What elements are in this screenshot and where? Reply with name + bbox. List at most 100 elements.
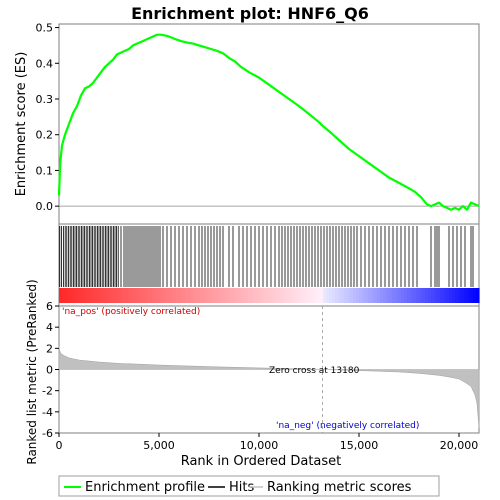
rank-color-segment — [374, 288, 378, 303]
rank-color-segment — [413, 288, 417, 303]
rank-color-segment — [59, 288, 63, 303]
rank-color-segment — [161, 288, 165, 303]
es-panel-frame — [58, 23, 480, 225]
rank-color-segment — [404, 288, 408, 303]
rank-color-segment — [212, 288, 216, 303]
es-y-tick-label: 0.0 — [36, 200, 54, 213]
rank-color-segment — [251, 288, 255, 303]
rank-color-segment — [119, 288, 123, 303]
rank-color-segment — [362, 288, 366, 303]
legend-label-enrichment-profile: Enrichment profile — [85, 480, 205, 495]
annotation-na-neg: 'na_neg' (negatively correlated) — [276, 421, 419, 431]
rank-color-segment — [134, 288, 138, 303]
rank-color-segment — [392, 288, 396, 303]
rank-color-segment — [86, 288, 90, 303]
rank-color-segment — [341, 288, 345, 303]
x-axis: 0 5,000 10,000 15,000 20,000 — [56, 433, 478, 452]
rank-color-segment — [239, 288, 243, 303]
rank-color-segment — [254, 288, 258, 303]
rank-color-segment — [179, 288, 183, 303]
rank-color-segment — [389, 288, 393, 303]
rank-color-segment — [401, 288, 405, 303]
rank-color-segment — [467, 288, 471, 303]
rank-color-segment — [329, 288, 333, 303]
es-y-axis-label: Enrichment score (ES) — [14, 52, 29, 197]
metric-y-tick-label: -4 — [42, 406, 53, 419]
legend-label-hits: Hits — [229, 480, 254, 495]
rank-color-segment — [158, 288, 162, 303]
rank-color-segment — [344, 288, 348, 303]
rank-color-segment — [281, 288, 285, 303]
rank-color-segment — [449, 288, 453, 303]
rank-color-segment — [125, 288, 129, 303]
rank-color-segment — [107, 288, 111, 303]
rank-color-segment — [431, 288, 435, 303]
rank-color-segment — [350, 288, 354, 303]
metric-y-tick-label: 6 — [46, 300, 53, 313]
rank-color-segment — [218, 288, 222, 303]
rank-color-segment — [353, 288, 357, 303]
rank-color-segment — [473, 288, 477, 303]
es-y-tick-label: 0.2 — [36, 129, 54, 142]
rank-color-segment — [398, 288, 402, 303]
x-tick-label: 15,000 — [340, 439, 379, 452]
rank-color-segment — [299, 288, 303, 303]
legend-box — [58, 475, 440, 497]
rank-color-segment — [323, 288, 327, 303]
rank-color-segment — [209, 288, 213, 303]
enrichment-profile-line — [57, 33, 480, 211]
rank-color-segment — [167, 288, 171, 303]
metric-y-tick-label: 2 — [46, 342, 53, 355]
rank-color-segment — [245, 288, 249, 303]
rank-color-segment — [287, 288, 291, 303]
x-tick-label: 5,000 — [143, 439, 175, 452]
rank-color-segment — [305, 288, 309, 303]
rank-color-segment — [116, 288, 120, 303]
hits-markers — [59, 226, 474, 287]
rank-color-segment — [236, 288, 240, 303]
rank-color-segment — [80, 288, 84, 303]
rank-color-segment — [215, 288, 219, 303]
rank-color-segment — [233, 288, 237, 303]
ranking-metric-path — [58, 346, 480, 428]
rank-color-segment — [452, 288, 456, 303]
annotation-na-pos: 'na_pos' (positively correlated) — [62, 307, 200, 317]
x-tick-label: 10,000 — [240, 439, 279, 452]
rank-color-segment — [320, 288, 324, 303]
rank-color-segment — [65, 288, 69, 303]
rank-color-segment — [188, 288, 192, 303]
rank-color-segment — [293, 288, 297, 303]
rank-color-segment — [173, 288, 177, 303]
rank-color-segment — [164, 288, 168, 303]
rank-color-segment — [128, 288, 132, 303]
rank-color-segment — [89, 288, 93, 303]
rank-color-segment — [440, 288, 444, 303]
rank-color-segment — [110, 288, 114, 303]
rank-color-segment — [347, 288, 351, 303]
rank-color-segment — [476, 288, 480, 303]
legend: Enrichment profile Hits Ranking metric s… — [58, 475, 440, 497]
metric-y-tick-label: -2 — [42, 385, 53, 398]
rank-color-segment — [248, 288, 252, 303]
rank-color-segment — [182, 288, 186, 303]
rank-color-segment — [155, 288, 159, 303]
rank-color-segment — [464, 288, 468, 303]
rank-color-segment — [317, 288, 321, 303]
rank-color-segment — [260, 288, 264, 303]
rank-color-segment — [425, 288, 429, 303]
rank-color-segment — [284, 288, 288, 303]
rank-color-segment — [101, 288, 105, 303]
enrichment-profile-polyline — [57, 33, 480, 211]
rank-color-segment — [104, 288, 108, 303]
rank-color-segment — [461, 288, 465, 303]
rank-color-segment — [332, 288, 336, 303]
rank-color-segment — [422, 288, 426, 303]
rank-color-segment — [371, 288, 375, 303]
rank-color-segment — [302, 288, 306, 303]
rank-color-segment — [200, 288, 204, 303]
x-axis-label: Rank in Ordered Dataset — [181, 454, 342, 469]
rank-color-segment — [149, 288, 153, 303]
rank-color-segment — [278, 288, 282, 303]
annotation-zero-cross: Zero cross at 13180 — [269, 366, 360, 376]
rank-color-segment — [443, 288, 447, 303]
